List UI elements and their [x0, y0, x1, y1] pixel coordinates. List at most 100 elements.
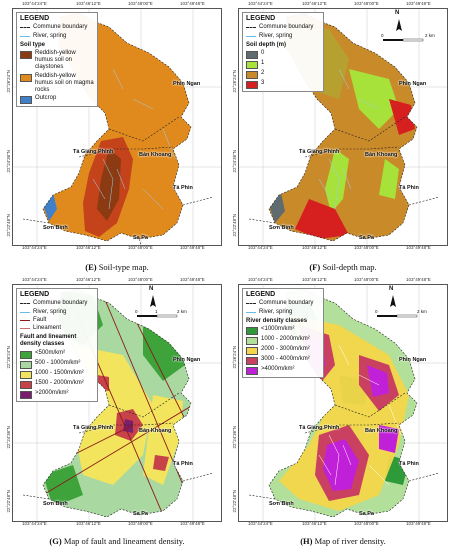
- coord-label: 22°26'24"N: [6, 70, 11, 93]
- place-label: Phìn Ngan: [173, 357, 201, 363]
- legend-class: >2000m/km²: [35, 389, 69, 396]
- river-line-swatch: [20, 311, 30, 313]
- coord-label: 103°44'24"E: [22, 245, 47, 250]
- place-label: Bản Khoang: [139, 152, 172, 158]
- place-label: Tả Phìn: [173, 461, 193, 467]
- legend-title: LEGEND: [20, 291, 50, 298]
- scale-end: 2 km: [177, 309, 187, 314]
- coord-label: 103°49'48"E: [406, 521, 431, 526]
- swatch: [246, 356, 258, 365]
- coord-label: 103°48'00"E: [354, 1, 379, 6]
- scale-mid: 1: [155, 309, 158, 314]
- scale-zero: 0: [135, 309, 138, 314]
- swatch: [246, 60, 258, 69]
- swatch: [20, 380, 32, 389]
- swatch: [20, 370, 32, 379]
- legend-class: 500 - 1000m/km²: [35, 359, 81, 366]
- legend-class: Outcrop: [35, 95, 57, 102]
- coord-label: 103°46'12"E: [76, 245, 101, 250]
- caption-text: Soil-depth map.: [322, 262, 377, 272]
- panel-soil-type: LEGEND Commune boundary River, spring So…: [6, 0, 228, 258]
- swatch: [20, 50, 32, 59]
- scale-bar: [383, 38, 424, 42]
- place-label: Tả Giàng Phình: [299, 149, 340, 155]
- coord-label: 22°22'48"N: [6, 214, 11, 237]
- legend: LEGEND Commune boundary River, spring Ri…: [242, 288, 324, 378]
- swatch: [246, 336, 258, 345]
- legend-class: 3: [261, 79, 265, 86]
- swatch: [20, 350, 32, 359]
- legend-commune: Commune boundary: [33, 24, 88, 31]
- place-label: Sơn Bình: [269, 501, 294, 507]
- legend-class: >4000m/km²: [261, 365, 295, 372]
- commune-line-swatch: [20, 303, 30, 305]
- legend-class: Reddish-yellow humus soil on claystones: [35, 49, 76, 71]
- place-label: Tả Giàng Phình: [73, 149, 114, 155]
- coord-label: 22°26'24"N: [6, 346, 11, 369]
- coord-label: 22°22'48"N: [232, 214, 237, 237]
- legend-class: Reddish-yellow humus soil on magma rocks: [35, 72, 94, 93]
- commune-boundaries: [22, 12, 214, 245]
- map-frame: N 0 2 km LEGEND Commune boundary River, …: [238, 8, 448, 246]
- legend-section: Fault and lineament density classes: [20, 334, 77, 348]
- scale-bar: [377, 314, 418, 318]
- map-frame: N 0 1 2 km LEGEND Commune boundary River…: [12, 284, 222, 522]
- coord-label: 103°46'12"E: [302, 1, 327, 6]
- panel-soil-depth: N 0 2 km LEGEND Commune boundary River, …: [232, 0, 454, 258]
- fault-line-swatch: [20, 319, 30, 321]
- coord-label: 103°44'24"E: [22, 521, 47, 526]
- commune-line-swatch: [246, 27, 256, 29]
- caption-text: Map of river density.: [314, 536, 386, 546]
- coord-label: 103°46'12"E: [76, 1, 101, 6]
- scale-zero: 0: [375, 309, 378, 314]
- place-label: Sa Pa: [359, 235, 374, 241]
- legend-class: <1000m/km²: [261, 325, 295, 332]
- place-label: Phìn Ngan: [399, 357, 427, 363]
- coord-label: 22°26'24"N: [232, 346, 237, 369]
- place-label: Tả Giàng Phình: [299, 425, 340, 431]
- legend-title: LEGEND: [246, 291, 276, 298]
- place-label: Sơn Bình: [269, 225, 294, 231]
- coord-label: 103°44'24"E: [248, 521, 273, 526]
- legend-commune: Commune boundary: [33, 300, 88, 307]
- swatch: [246, 366, 258, 375]
- caption-letter: (E): [85, 262, 97, 272]
- coord-label: 103°46'12"E: [302, 277, 327, 282]
- river-line-swatch: [20, 35, 30, 37]
- swatch: [246, 80, 258, 89]
- place-label: Sa Pa: [133, 511, 148, 517]
- commune-line-swatch: [20, 27, 30, 29]
- coord-label: 103°44'24"E: [248, 1, 273, 6]
- coord-label: 103°44'24"E: [248, 245, 273, 250]
- map-soil-type: [13, 9, 221, 245]
- legend-class: <500m/km²: [35, 349, 66, 356]
- coord-label: 22°26'24"N: [232, 70, 237, 93]
- soil-outcrop-area: [43, 193, 57, 221]
- caption-letter: (H): [300, 536, 313, 546]
- caption-letter: (G): [49, 536, 62, 546]
- coord-label: 103°46'12"E: [76, 521, 101, 526]
- legend-river: River, spring: [33, 308, 67, 315]
- caption-text: Soil-type map.: [98, 262, 149, 272]
- legend-fault: Fault: [33, 316, 47, 323]
- legend-commune: Commune boundary: [259, 24, 314, 31]
- legend-class: 1500 - 2000m/km²: [35, 379, 84, 386]
- legend-class: 3000 - 4000m/km²: [261, 355, 310, 362]
- legend-title: LEGEND: [20, 15, 50, 22]
- fault-lines: [43, 294, 191, 516]
- coord-label: 103°48'00"E: [354, 245, 379, 250]
- coord-label: 103°48'00"E: [128, 1, 153, 6]
- caption-letter: (F): [309, 262, 321, 272]
- coord-label: 103°49'48"E: [180, 245, 205, 250]
- legend-class: 1: [261, 59, 265, 66]
- coord-label: 103°49'48"E: [406, 277, 431, 282]
- north-arrow: [390, 295, 396, 307]
- place-label: Sơn Bình: [43, 501, 68, 507]
- legend-commune: Commune boundary: [259, 300, 314, 307]
- scale-zero: 0: [381, 33, 384, 38]
- swatch: [20, 390, 32, 399]
- legend: LEGEND Commune boundary River, spring So…: [242, 12, 324, 92]
- coord-label: 22°22'48"N: [232, 490, 237, 513]
- place-label: Tả Giàng Phình: [73, 425, 114, 431]
- lineament-line-swatch: [20, 327, 30, 329]
